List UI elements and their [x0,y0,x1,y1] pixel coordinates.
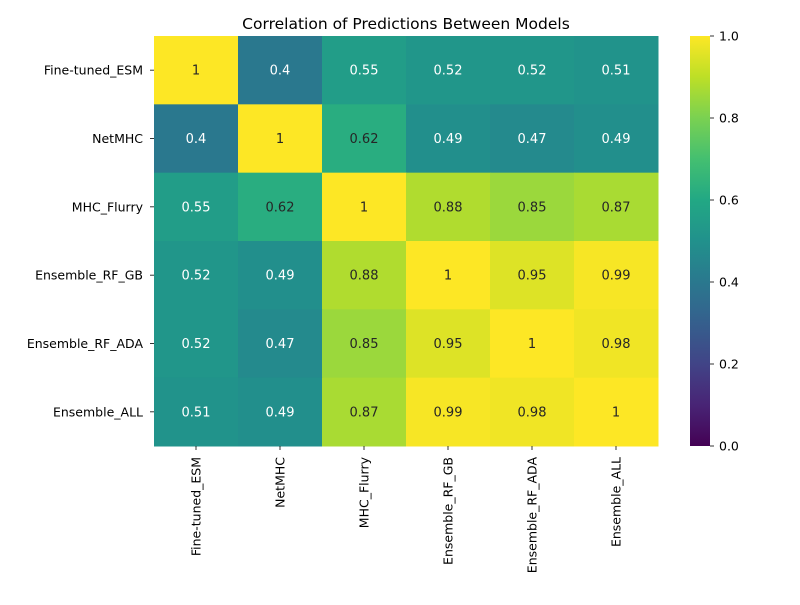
cell-value-label: 0.99 [434,405,463,420]
heatmap-cell-r0-c2 [322,36,407,105]
cell-value-label: 0.52 [182,337,211,352]
cell-value-label: 0.98 [602,337,631,352]
cell-value-label: 0.87 [350,405,379,420]
cell-value-label: 0.55 [182,200,211,215]
y-tick-label: Ensemble_RF_GB [35,268,143,283]
heatmap-cell-r4-c5 [574,309,659,379]
x-tick-label: MHC_Flurry [357,456,372,528]
heatmap-cell-r0-c1 [238,36,323,105]
cell-value-label: 0.51 [602,64,631,79]
heatmap-cell-r5-c2 [322,377,407,447]
heatmap-cell-r3-c4 [490,241,575,310]
heatmap-cell-r3-c1 [238,241,323,310]
colorbar-gradient [690,36,710,446]
x-tick-label: Ensemble_RF_GB [441,457,456,565]
y-tick-label: Ensemble_ALL [53,404,143,419]
cell-value-label: 1 [276,132,284,147]
cell-value-label: 0.49 [266,269,295,284]
cell-value-label: 1 [444,269,452,284]
cell-value-label: 0.47 [266,337,295,352]
heatmap-cell-r5-c1 [238,377,323,447]
cell-value-label: 0.85 [518,200,547,215]
heatmap-cell-r0-c4 [490,36,575,105]
cell-value-label: 0.88 [350,269,379,284]
heatmap-cell-r4-c2 [322,309,407,379]
cell-value-label: 0.49 [434,132,463,147]
cell-value-label: 1 [192,64,200,79]
cell-value-label: 1 [528,337,536,352]
heatmap-cell-r2-c0 [154,172,239,242]
cell-value-label: 1 [360,200,368,215]
heatmap-cell-r2-c2 [322,172,407,242]
heatmap-cell-r1-c0 [154,104,239,174]
y-tick-label: Ensemble_RF_ADA [27,336,144,351]
y-tick-label: MHC_Flurry [72,199,144,214]
x-tick-label: Ensemble_ALL [609,457,624,547]
heatmap-cell-r1-c5 [574,104,659,174]
cell-value-label: 0.62 [266,200,295,215]
cell-value-label: 0.52 [434,64,463,79]
heatmap-cell-r5-c3 [406,377,491,447]
heatmap-cell-r2-c4 [490,172,575,242]
heatmap-cell-r0-c3 [406,36,491,105]
cell-value-label: 1 [612,405,620,420]
heatmap-cell-r5-c5 [574,377,659,447]
y-tick-label: NetMHC [92,131,143,146]
cell-value-label: 0.95 [518,269,547,284]
colorbar-tick-label: 0.2 [719,357,739,372]
cell-value-labels: 1 0.4 0.55 0.52 0.52 0.51 0.4 1 0.62 0.49 0.47 0.49… [182,64,631,421]
x-tick-label: NetMHC [273,457,288,508]
heatmap-cell-r0-c0 [154,36,239,105]
y-tick-label: Fine-tuned_ESM [44,63,143,78]
cell-value-label: 0.87 [602,200,631,215]
x-tick-label: Ensemble_RF_ADA [525,457,540,574]
heatmap-cell-r1-c2 [322,104,407,174]
heatmap-cell-r3-c5 [574,241,659,310]
heatmap-cell-r2-c1 [238,172,323,242]
chart-title: Correlation of Predictions Between Model… [242,15,570,33]
cell-value-label: 0.51 [182,405,211,420]
cell-value-label: 0.4 [270,64,291,79]
cell-value-label: 0.52 [518,64,547,79]
cell-value-label: 0.98 [518,405,547,420]
heatmap-cell-r5-c4 [490,377,575,447]
colorbar-tick-label: 1.0 [719,29,739,44]
heatmap-cell-r3-c2 [322,241,407,310]
heatmap-cell-r2-c3 [406,172,491,242]
colorbar-tick-label: 0.0 [719,439,739,454]
colorbar-tick-label: 0.6 [719,193,739,208]
heatmap-cell-r0-c5 [574,36,659,105]
cell-value-label: 0.47 [518,132,547,147]
x-tick-label: Fine-tuned_ESM [189,457,204,556]
cell-value-label: 0.49 [266,405,295,420]
cell-value-label: 0.99 [602,269,631,284]
y-axis: Fine-tuned_ESM NetMHC MHC_Flurry Ensemble_R… [27,63,154,419]
cell-value-label: 0.88 [434,200,463,215]
heatmap-cell-r4-c3 [406,309,491,379]
cell-value-label: 0.55 [350,64,379,79]
colorbar-tick-label: 0.8 [719,111,739,126]
cell-value-label: 0.4 [186,132,207,147]
heatmap-cell-r4-c0 [154,309,239,379]
heatmap-cell-r2-c5 [574,172,659,242]
colorbar-tick-label: 0.4 [719,275,739,290]
heatmap-cell-r4-c1 [238,309,323,379]
colorbar: 0.0 0.2 0.4 0.6 0.8 1.0 [690,29,739,454]
heatmap-cell-r1-c3 [406,104,491,174]
heatmap-cell-r3-c3 [406,241,491,310]
heatmap-cell-r5-c0 [154,377,239,447]
heatmap-cell-r3-c0 [154,241,239,310]
cell-value-label: 0.49 [602,132,631,147]
x-axis: Fine-tuned_ESM NetMHC MHC_Flurry Ensemble_R… [189,446,624,573]
cell-value-label: 0.62 [350,132,379,147]
heatmap-cell-r1-c4 [490,104,575,174]
cell-value-label: 0.95 [434,337,463,352]
cell-value-label: 0.52 [182,269,211,284]
heatmap-cell-r4-c4 [490,309,575,379]
cell-value-label: 0.85 [350,337,379,352]
heatmap-cell-r1-c1 [238,104,323,174]
heatmap-cells [154,36,659,447]
